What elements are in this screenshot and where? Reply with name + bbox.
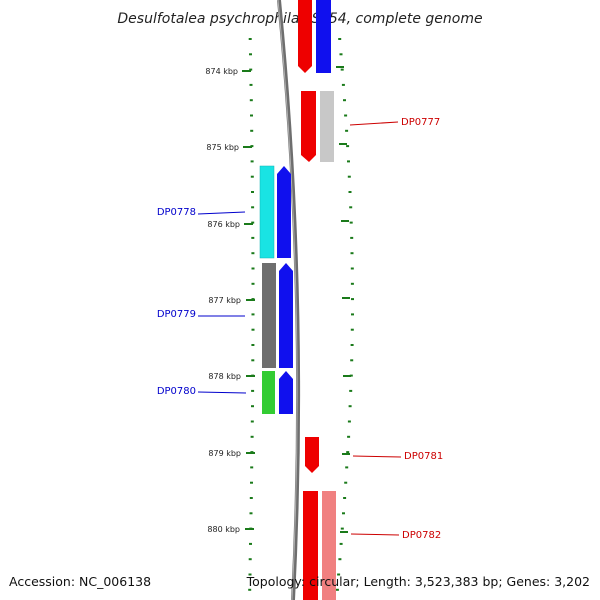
leader-dp0781 xyxy=(352,455,402,458)
scale-label-874: 874 kbp xyxy=(205,67,238,76)
gene-arrow-dp0779[interactable] xyxy=(279,263,293,368)
genome-backbone-highlight xyxy=(277,0,298,600)
scale-label-880: 880 kbp xyxy=(207,525,240,534)
gene-block-blue-top[interactable] xyxy=(316,0,331,73)
gene-block-dp0782-pink[interactable] xyxy=(322,491,336,600)
gene-label-dp0782[interactable]: DP0782 xyxy=(402,530,441,541)
scale-label-878: 878 kbp xyxy=(208,372,241,381)
gene-arrow-dp0780[interactable] xyxy=(279,371,293,414)
minor-tick-track xyxy=(248,38,354,591)
gene-label-dp0779[interactable]: DP0779 xyxy=(157,309,196,320)
gene-label-dp0781[interactable]: DP0781 xyxy=(404,451,443,462)
scale-label-875: 875 kbp xyxy=(206,143,239,152)
leader-dp0777 xyxy=(349,121,399,126)
accession-text: Accession: NC_006138 xyxy=(9,574,151,589)
scale-label-877: 877 kbp xyxy=(208,296,241,305)
gene-arrow-dp0778[interactable] xyxy=(277,166,291,258)
genome-summary-text: Topology: circular; Length: 3,523,383 bp… xyxy=(246,574,590,589)
gene-arrow-dp0777[interactable] xyxy=(301,91,316,162)
gene-block-dp0782-red[interactable] xyxy=(303,491,318,600)
scale-label-879: 879 kbp xyxy=(208,449,241,458)
leader-dp0782 xyxy=(350,533,400,536)
gene-label-dp0780[interactable]: DP0780 xyxy=(157,386,196,397)
gene-block-gray[interactable] xyxy=(262,263,276,368)
scale-axis: 874 kbp 875 kbp 876 kbp 877 kbp 878 kbp … xyxy=(205,66,351,534)
leader-dp0780 xyxy=(197,391,247,394)
genome-backbone xyxy=(277,0,301,600)
left-strand-genes xyxy=(259,165,293,414)
gene-labels: DP0777 DP0778 DP0779 DP0780 DP0781 DP078… xyxy=(157,117,443,541)
gene-block-dp0777[interactable] xyxy=(320,91,334,162)
leader-dp0778 xyxy=(197,211,246,215)
gene-arrow-red-top[interactable] xyxy=(298,0,312,73)
right-strand-genes xyxy=(298,0,336,600)
gene-label-dp0777[interactable]: DP0777 xyxy=(401,117,440,128)
gene-block-cyan[interactable] xyxy=(259,165,275,259)
scale-label-876: 876 kbp xyxy=(207,220,240,229)
gene-label-dp0778[interactable]: DP0778 xyxy=(157,207,196,218)
gene-arrow-dp0781[interactable] xyxy=(305,437,319,473)
label-leaders xyxy=(197,121,402,536)
gene-block-green[interactable] xyxy=(262,371,275,414)
